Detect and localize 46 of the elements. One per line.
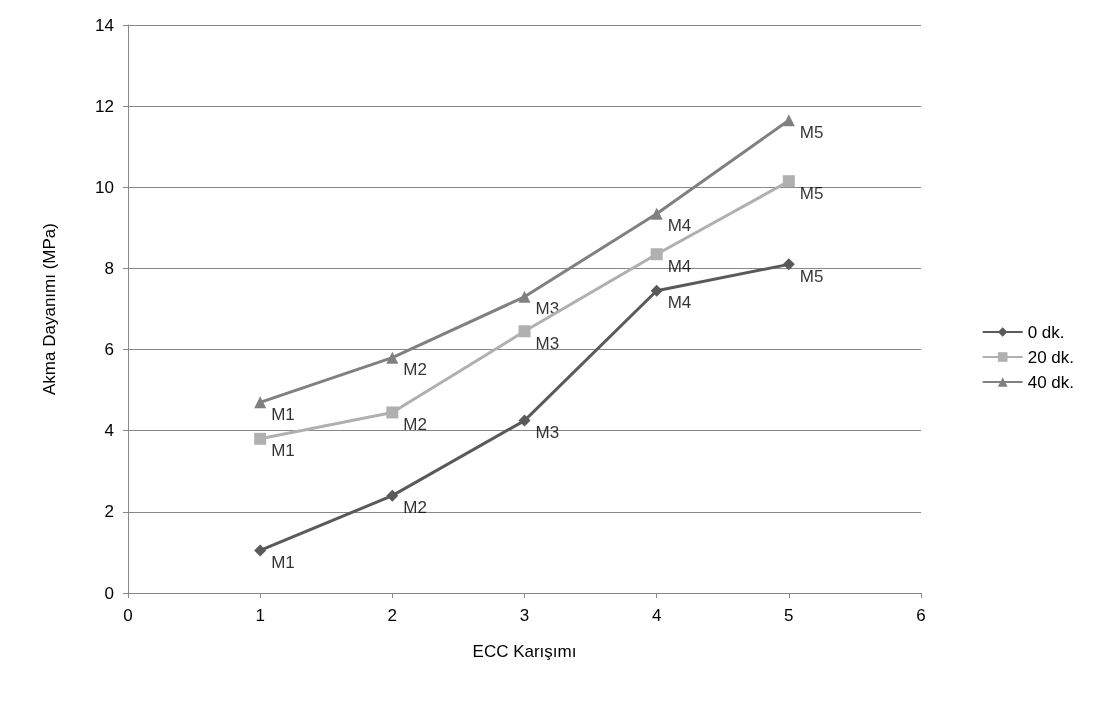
point <box>254 432 267 445</box>
point <box>254 544 267 557</box>
point <box>782 258 795 271</box>
y-tick-label: 6 <box>104 340 114 360</box>
legend-label: 0 dk. <box>1027 322 1065 342</box>
x-tick-label: 0 <box>123 606 133 625</box>
annotation: M1 <box>271 441 295 461</box>
y-tick-label: 4 <box>104 421 114 441</box>
point <box>386 406 399 419</box>
point <box>650 284 663 297</box>
point <box>518 414 531 427</box>
annotation: M4 <box>667 293 692 313</box>
x-tick-label: 5 <box>784 606 794 625</box>
annotation: M1 <box>271 404 295 424</box>
x-tick-label: 6 <box>916 606 926 625</box>
point <box>782 175 795 188</box>
x-tick-label: 4 <box>651 606 662 625</box>
annotation: M5 <box>799 266 824 286</box>
x-tick-label: 1 <box>255 606 265 625</box>
annotation: M2 <box>403 360 427 380</box>
legend-label: 40 dk. <box>1027 372 1074 392</box>
x-axis-title: ECC Karışımı <box>472 642 577 661</box>
y-tick-label: 8 <box>104 258 114 278</box>
annotation: M1 <box>271 552 295 572</box>
annotation: M4 <box>667 216 692 236</box>
point <box>518 290 531 303</box>
x-tick-label: 2 <box>387 606 398 625</box>
y-tick-label: 14 <box>95 15 114 35</box>
point <box>386 351 399 364</box>
y-tick-label: 10 <box>95 177 114 197</box>
annotation: M5 <box>799 122 824 142</box>
y-tick-label: 12 <box>95 96 114 116</box>
y-axis-title: Akma Dayanımı (MPa) <box>40 223 59 395</box>
legend-label: 20 dk. <box>1027 347 1074 367</box>
annotation: M5 <box>799 183 824 203</box>
point <box>650 248 663 261</box>
annotation: M3 <box>535 333 560 353</box>
point <box>518 325 531 338</box>
point <box>254 396 267 409</box>
point <box>386 489 399 502</box>
y-tick-label: 2 <box>104 502 114 522</box>
point <box>650 207 663 220</box>
x-tick-label: 3 <box>519 606 530 625</box>
point <box>782 114 795 127</box>
annotation: M2 <box>403 414 427 434</box>
y-tick-label: 0 <box>104 583 114 603</box>
